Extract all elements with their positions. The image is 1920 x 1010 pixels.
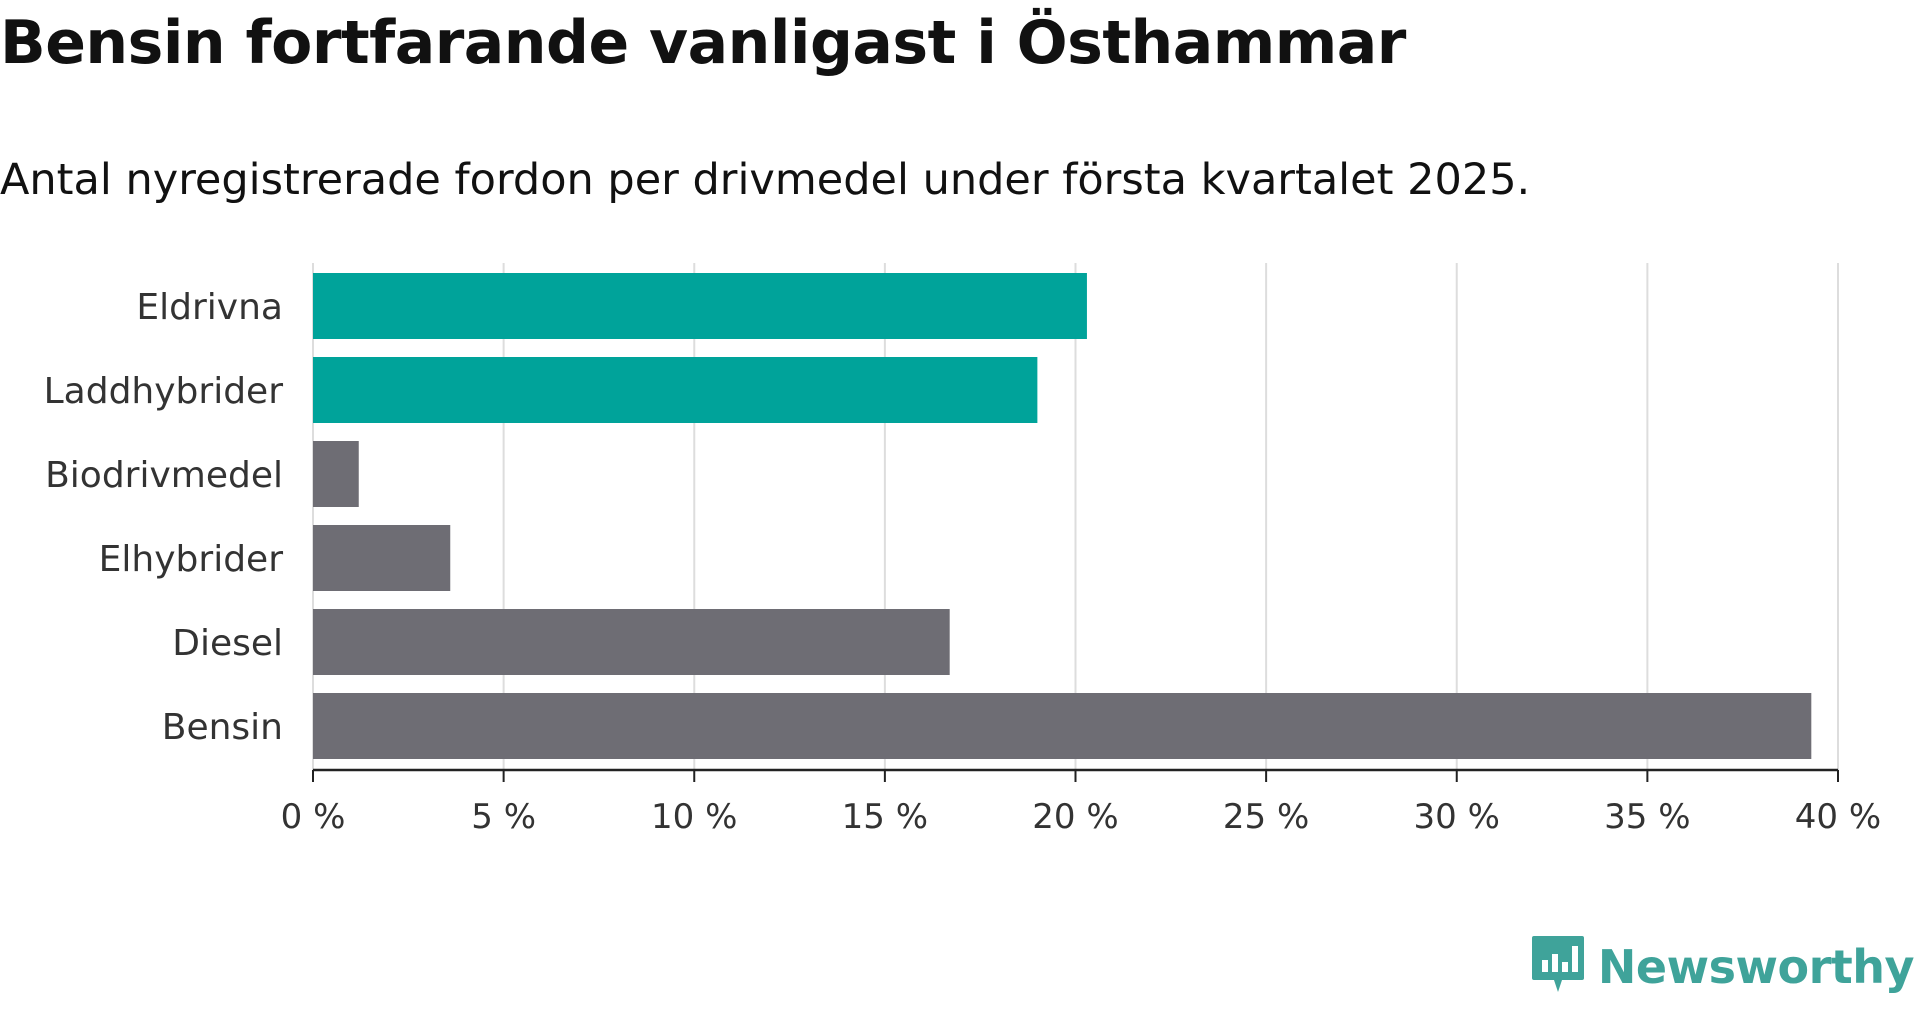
- x-tick-label: 20 %: [1032, 797, 1118, 837]
- brand-name: Newsworthy: [1597, 940, 1915, 994]
- chart-subtitle: Antal nyregistrerade fordon per drivmede…: [0, 155, 1531, 205]
- category-label: Laddhybrider: [44, 371, 284, 412]
- category-label: Diesel: [172, 623, 283, 664]
- bar-laddhybrider: [313, 357, 1038, 423]
- x-tick-label: 15 %: [842, 797, 928, 837]
- category-labels: Eldrivna Laddhybrider Biodrivmedel Elhybrid…: [44, 287, 284, 748]
- category-label: Eldrivna: [136, 287, 283, 328]
- bar-diesel: [313, 609, 950, 675]
- gridlines: [312, 263, 1839, 770]
- brand-logo: Newsworthy: [1530, 934, 1915, 1000]
- category-label: Elhybrider: [99, 539, 284, 580]
- x-tick-label: 30 %: [1414, 797, 1500, 837]
- bars: [313, 273, 1812, 759]
- x-tick-label: 10 %: [651, 797, 737, 837]
- x-tick-label: 5 %: [471, 797, 536, 837]
- category-label: Bensin: [162, 707, 283, 748]
- newsworthy-logo-icon: [1530, 934, 1586, 1000]
- x-tick-label: 35 %: [1604, 797, 1690, 837]
- bar-biodrivmedel: [313, 441, 359, 507]
- bar-bensin: [313, 693, 1812, 759]
- x-tick-label: 25 %: [1223, 797, 1309, 837]
- bar-elhybrider: [313, 525, 451, 591]
- bar-eldrivna: [313, 273, 1087, 339]
- x-tick-label: 40 %: [1795, 797, 1881, 837]
- category-label: Biodrivmedel: [45, 455, 283, 496]
- x-tick-label: 0 %: [281, 797, 346, 837]
- chart-title: Bensin fortfarande vanligast i Östhammar: [0, 8, 1406, 78]
- x-axis: 0 % 5 % 10 % 15 % 20 % 25 % 30 % 35 % 40 %: [281, 768, 1881, 837]
